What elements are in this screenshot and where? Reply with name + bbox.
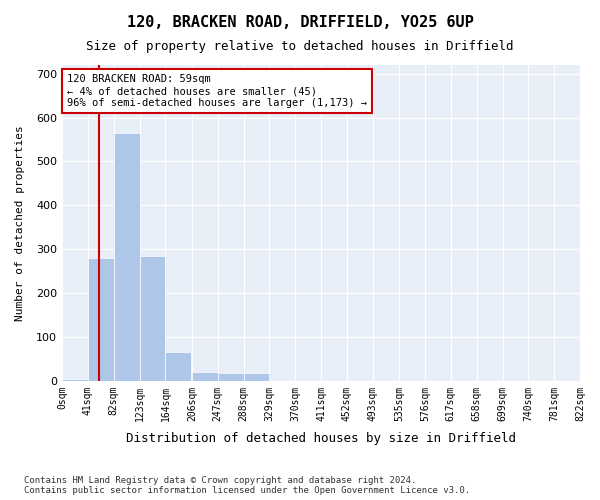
Text: Contains HM Land Registry data © Crown copyright and database right 2024.: Contains HM Land Registry data © Crown c… (24, 476, 416, 485)
Bar (62, 378, 88, 381)
Bar (114, 133, 140, 381)
Y-axis label: Number of detached properties: Number of detached properties (15, 125, 25, 321)
Bar (88, 258, 114, 381)
Text: Size of property relative to detached houses in Driffield: Size of property relative to detached ho… (86, 40, 514, 53)
Text: 120 BRACKEN ROAD: 59sqm
← 4% of detached houses are smaller (45)
96% of semi-det: 120 BRACKEN ROAD: 59sqm ← 4% of detached… (67, 74, 367, 108)
X-axis label: Distribution of detached houses by size in Driffield: Distribution of detached houses by size … (126, 432, 516, 445)
Text: Contains public sector information licensed under the Open Government Licence v3: Contains public sector information licen… (24, 486, 470, 495)
Bar (192, 372, 218, 381)
Bar (140, 256, 166, 381)
Text: 120, BRACKEN ROAD, DRIFFIELD, YO25 6UP: 120, BRACKEN ROAD, DRIFFIELD, YO25 6UP (127, 15, 473, 30)
Bar (166, 352, 191, 381)
Bar (244, 373, 269, 381)
Bar (218, 373, 244, 381)
